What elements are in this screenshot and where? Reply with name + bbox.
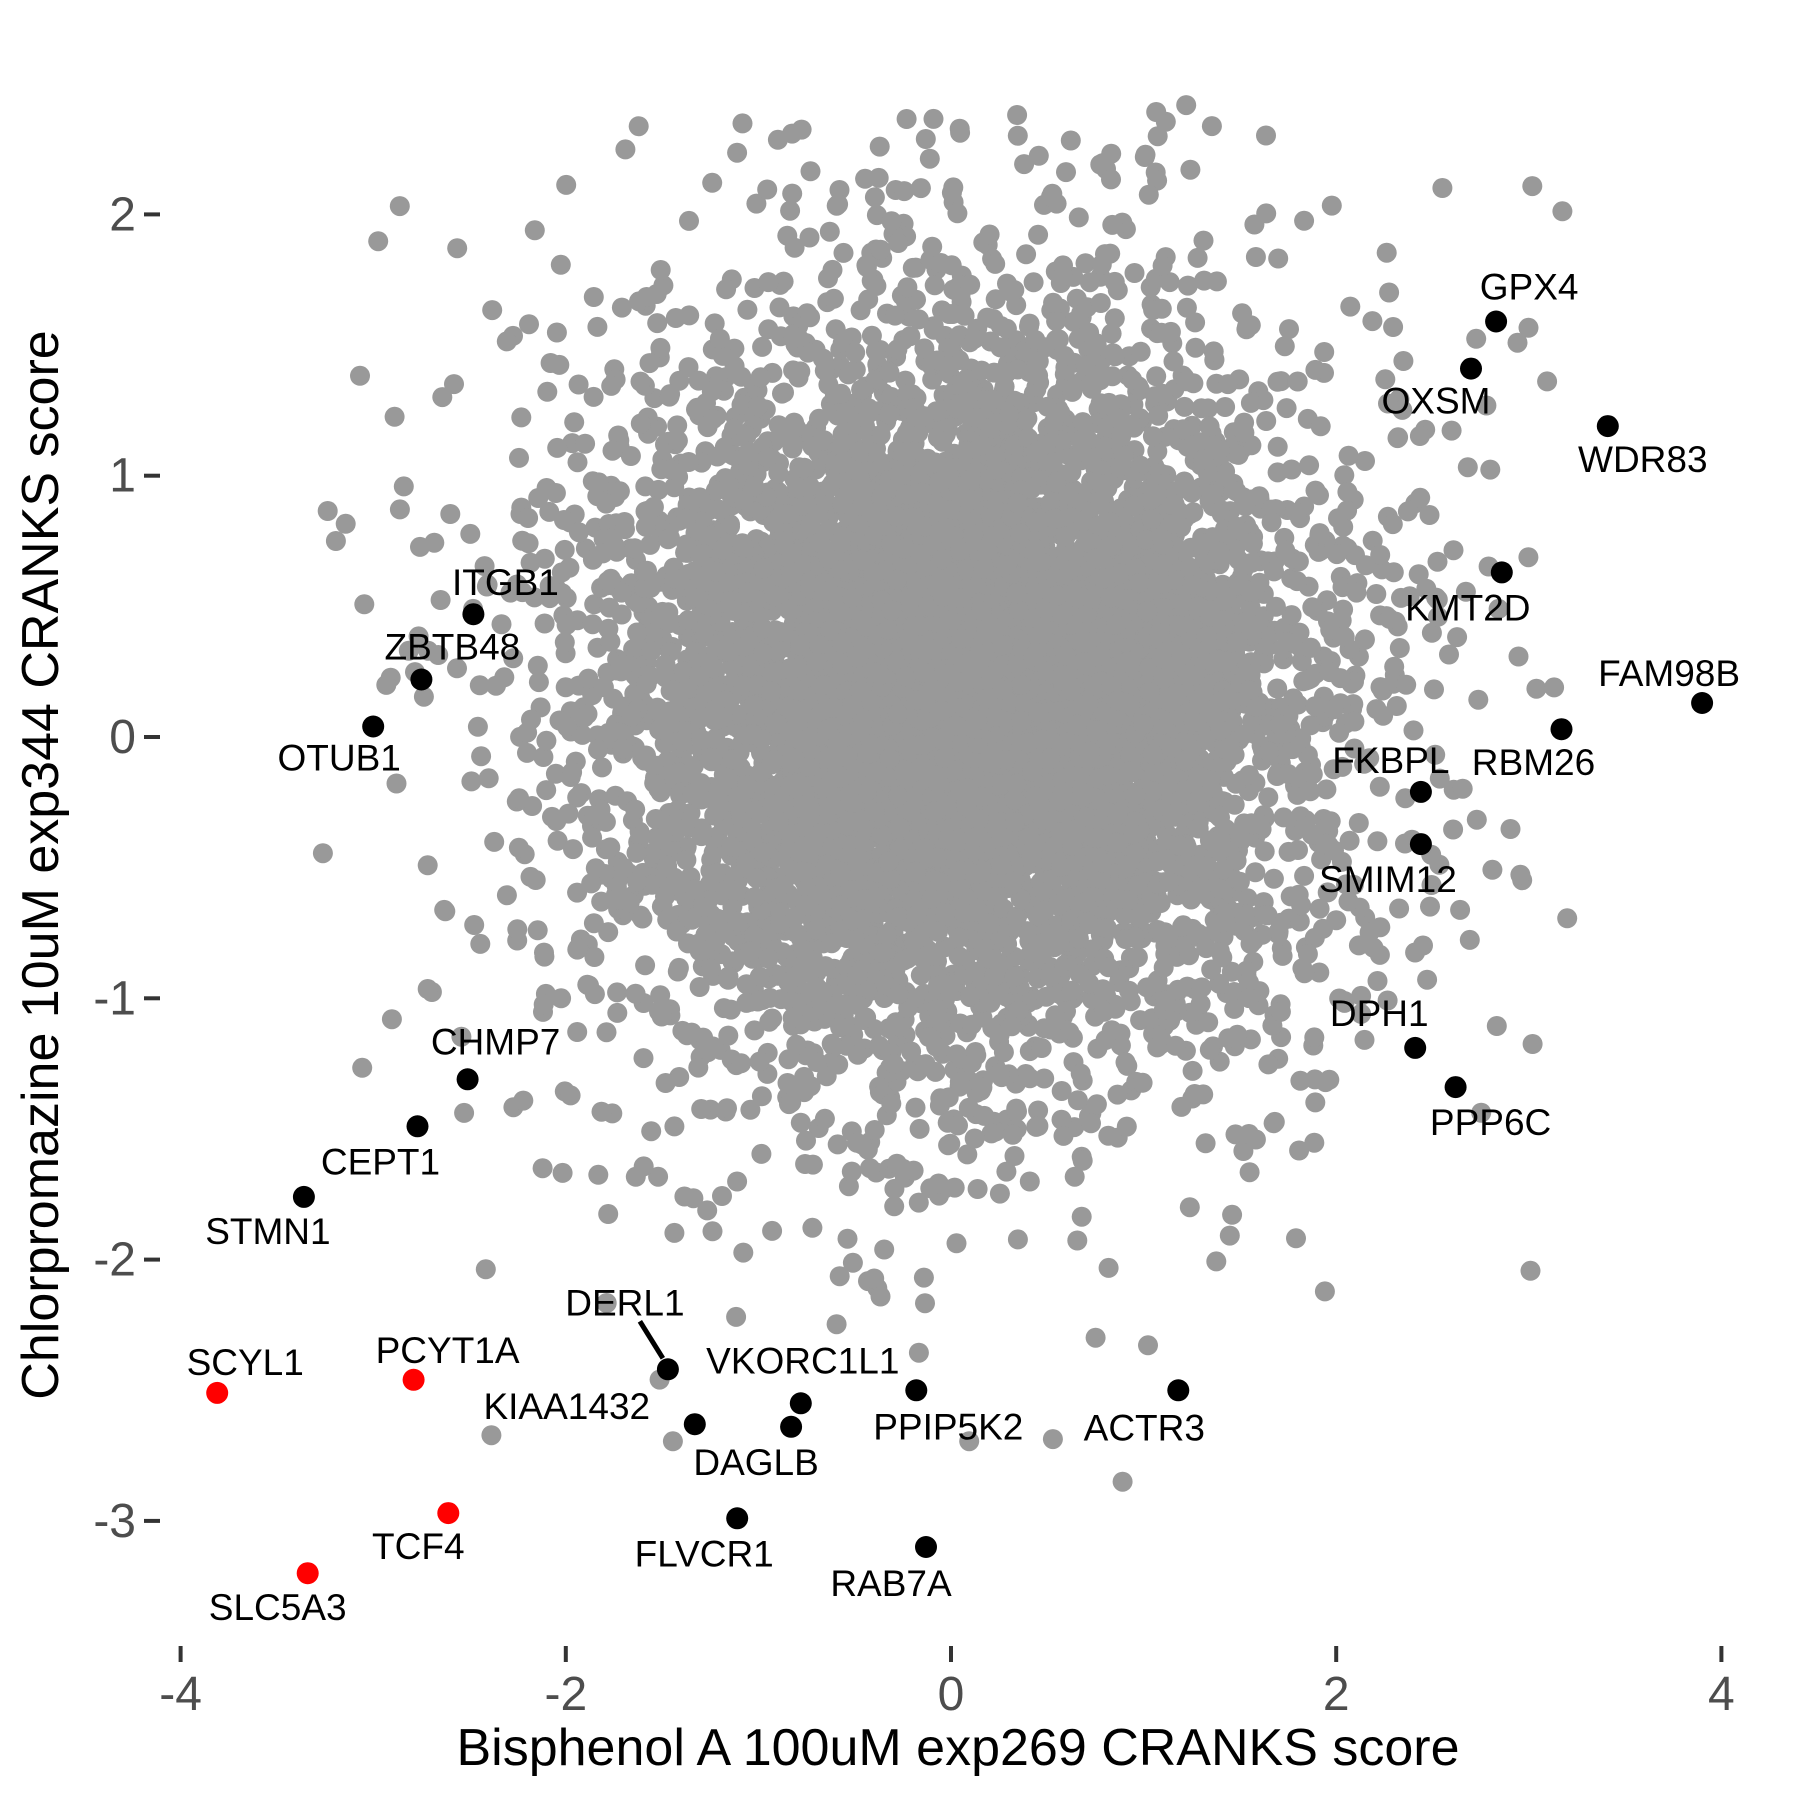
label-SCYL1: SCYL1 [187, 1342, 304, 1383]
label-FKBPL: FKBPL [1332, 740, 1449, 781]
point-VKORC1L1 [789, 1392, 812, 1415]
point-DAGLB [780, 1415, 803, 1438]
label-ITGB1: ITGB1 [452, 562, 559, 603]
point-cloud [312, 95, 1578, 1492]
y-tick-label: 2 [109, 188, 136, 241]
label-WDR83: WDR83 [1578, 439, 1708, 480]
point-SCYL1 [206, 1381, 229, 1404]
point-RAB7A [915, 1536, 937, 1558]
label-DAGLB: DAGLB [693, 1442, 818, 1483]
label-PCYT1A: PCYT1A [376, 1330, 520, 1371]
point-RBM26 [1550, 718, 1573, 741]
label-VKORC1L1: VKORC1L1 [706, 1340, 899, 1381]
label-leader-DERL1 [637, 1320, 666, 1360]
label-KIAA1432: KIAA1432 [483, 1386, 650, 1427]
point-GPX4 [1485, 310, 1508, 333]
point-KIAA1432 [683, 1413, 706, 1436]
label-OTUB1: OTUB1 [278, 738, 401, 779]
point-FAM98B [1691, 692, 1714, 714]
label-STMN1: STMN1 [205, 1211, 330, 1252]
point-SLC5A3 [296, 1562, 319, 1585]
y-axis-title: Chlorpromazine 10uM exp344 CRANKS score [12, 330, 70, 1399]
label-CHMP7: CHMP7 [431, 1021, 561, 1062]
x-tick-label: 0 [938, 1668, 965, 1721]
point-DPH1 [1404, 1036, 1427, 1059]
y-tick-label: -1 [93, 972, 136, 1025]
point-WDR83 [1596, 415, 1619, 438]
point-ITGB1 [462, 603, 485, 626]
point-PPIP5K2 [905, 1379, 928, 1402]
x-axis-title: Bisphenol A 100uM exp269 CRANKS score [456, 1719, 1459, 1777]
label-ZBTB48: ZBTB48 [385, 627, 521, 668]
label-FLVCR1: FLVCR1 [635, 1533, 774, 1574]
labeled-gene-points: GPX4 OXSM WDR83 KMT2D FAM98B RBM26 FKBPL SMIM12… [187, 267, 1740, 1629]
point-OXSM [1460, 357, 1482, 380]
y-tick-label: 1 [109, 450, 136, 503]
label-RBM26: RBM26 [1472, 742, 1595, 783]
label-SLC5A3: SLC5A3 [209, 1587, 347, 1628]
label-DPH1: DPH1 [1330, 993, 1429, 1034]
y-tick-label: -2 [93, 1234, 136, 1287]
point-KMT2D [1490, 561, 1513, 584]
point-TCF4 [437, 1502, 460, 1525]
x-tick-label: -4 [159, 1668, 202, 1721]
label-ACTR3: ACTR3 [1084, 1407, 1205, 1448]
point-ZBTB48 [410, 668, 433, 691]
y-tick-label: 0 [109, 711, 136, 764]
label-OXSM: OXSM [1382, 381, 1491, 422]
point-OTUB1 [362, 715, 385, 738]
y-axis-ticks: -3 -2 -1 0 1 2 [93, 188, 160, 1548]
label-TCF4: TCF4 [372, 1526, 465, 1567]
label-SMIM12: SMIM12 [1319, 859, 1457, 900]
x-tick-label: 4 [1708, 1668, 1735, 1721]
point-CHMP7 [456, 1068, 479, 1091]
x-axis-ticks: -4 -2 0 2 4 [159, 1646, 1735, 1721]
x-tick-label: -2 [544, 1668, 587, 1721]
label-PPP6C: PPP6C [1430, 1102, 1551, 1143]
label-DERL1: DERL1 [565, 1282, 684, 1323]
y-tick-label: -3 [93, 1495, 136, 1548]
label-PPIP5K2: PPIP5K2 [873, 1406, 1023, 1447]
label-GPX4: GPX4 [1480, 267, 1579, 308]
point-ACTR3 [1167, 1379, 1190, 1402]
point-SMIM12 [1409, 833, 1432, 856]
point-FKBPL [1409, 780, 1432, 803]
point-PPP6C [1444, 1076, 1467, 1099]
label-CEPT1: CEPT1 [321, 1141, 440, 1182]
label-RAB7A: RAB7A [830, 1563, 952, 1604]
point-DERL1 [656, 1358, 679, 1381]
label-KMT2D: KMT2D [1405, 587, 1530, 628]
x-tick-label: 2 [1323, 1668, 1350, 1721]
point-PCYT1A [402, 1368, 425, 1391]
label-FAM98B: FAM98B [1598, 653, 1740, 694]
point-STMN1 [292, 1185, 315, 1208]
point-FLVCR1 [726, 1507, 749, 1530]
point-CEPT1 [406, 1115, 429, 1138]
